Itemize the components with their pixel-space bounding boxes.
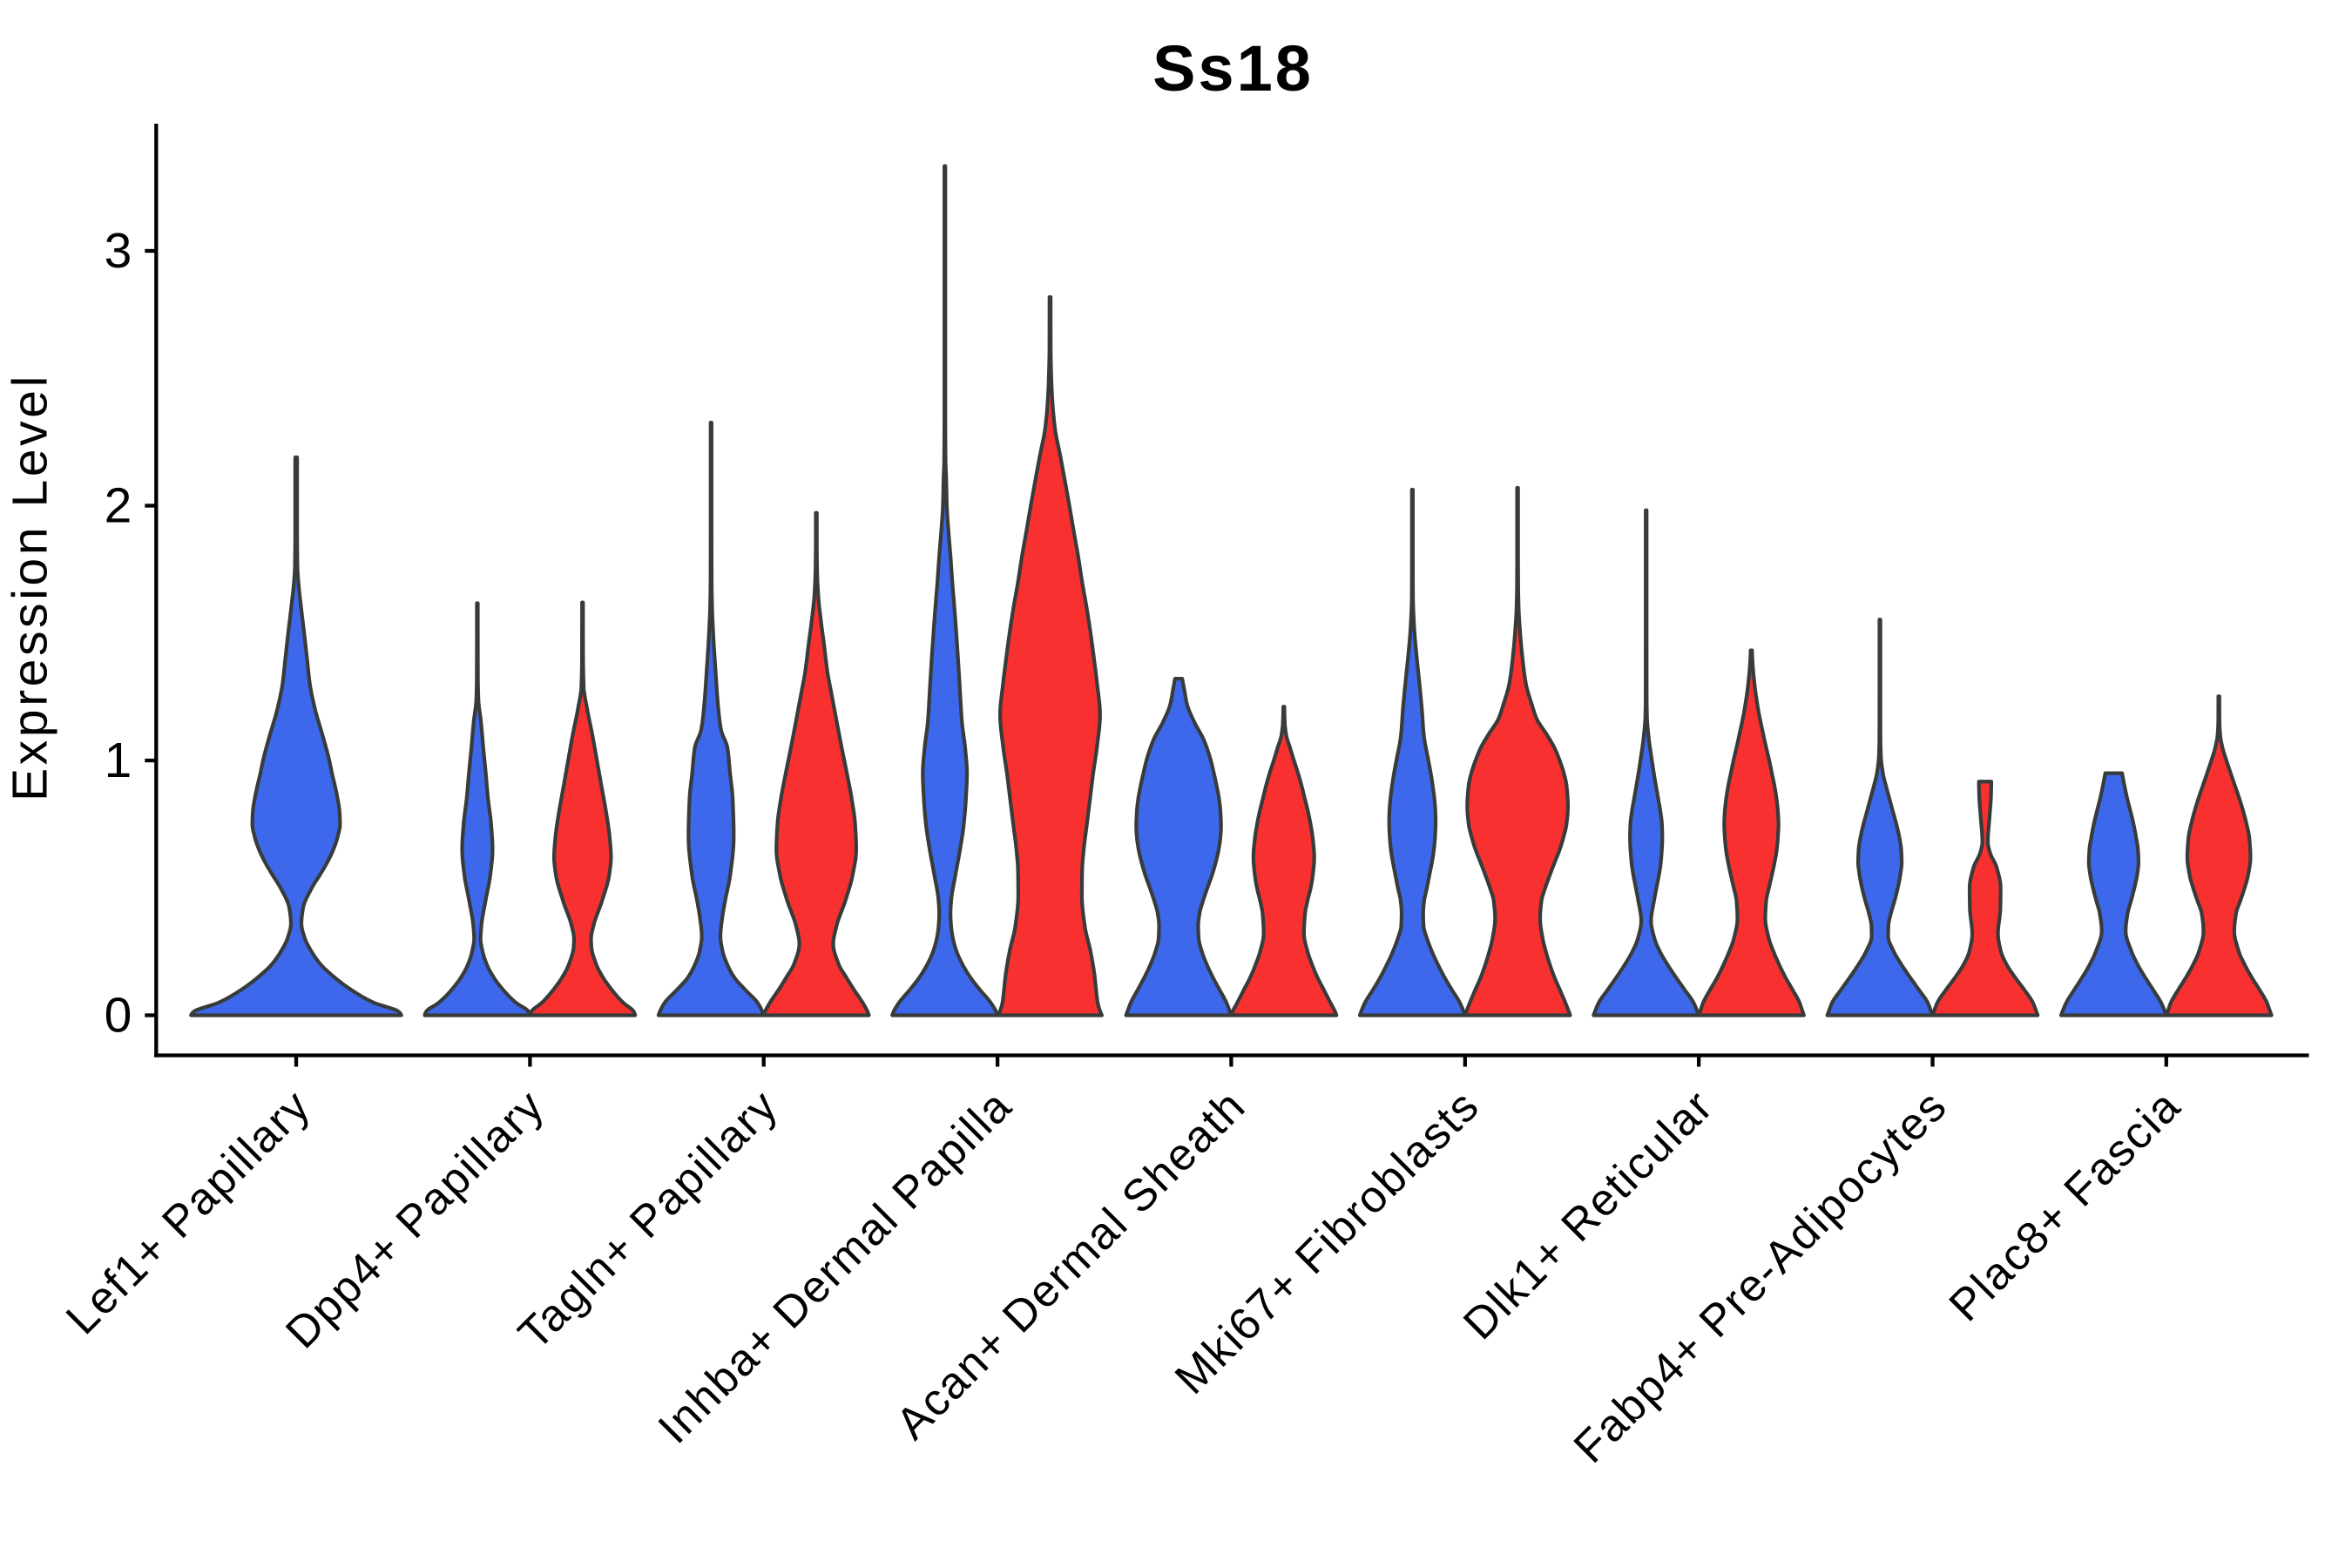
- svg-text:2: 2: [105, 478, 132, 534]
- svg-text:Expression Level: Expression Level: [3, 373, 58, 801]
- svg-text:Ss18: Ss18: [1152, 32, 1314, 105]
- svg-text:3: 3: [105, 223, 132, 279]
- svg-text:0: 0: [105, 988, 132, 1044]
- svg-text:1: 1: [105, 733, 132, 788]
